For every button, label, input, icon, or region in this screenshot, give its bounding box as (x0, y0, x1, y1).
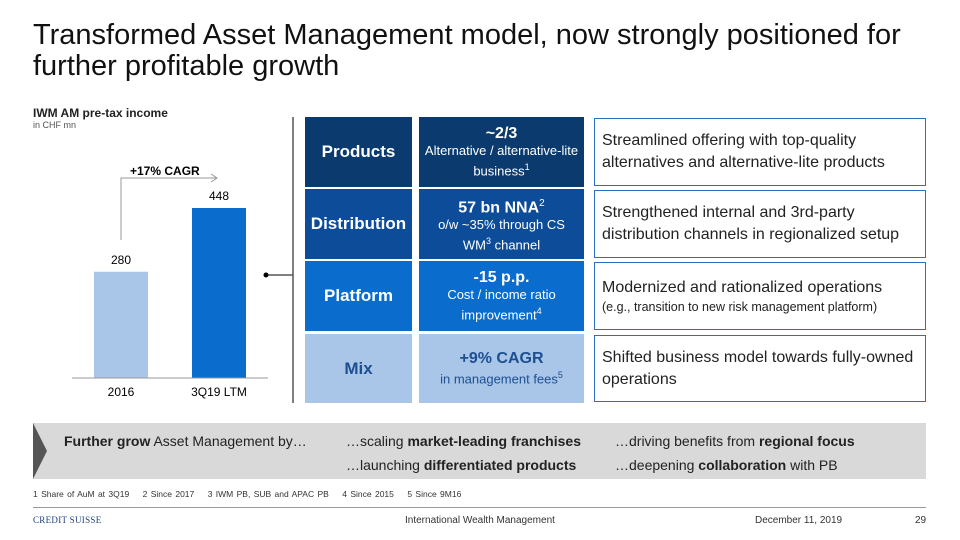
bar-3q19-ltm (192, 208, 246, 378)
cagr-label: +17% CAGR (130, 164, 200, 178)
bar-2016 (94, 271, 148, 378)
row-description: Modernized and rationalized operations (e… (594, 262, 926, 330)
row-metric: +9% CAGR in management fees5 (419, 334, 584, 403)
x-tick-label: 2016 (108, 385, 135, 399)
chevron-icon (33, 423, 47, 479)
row-label-distribution: Distribution (305, 189, 412, 259)
banner-item: …scaling market-leading franchises (346, 433, 581, 449)
chart-title: IWM AM pre-tax income (33, 106, 168, 120)
x-tick-label: 3Q19 LTM (191, 385, 247, 399)
row-metric: ~2/3 Alternative / alternative-lite busin… (419, 117, 584, 187)
cagr-arrow (120, 177, 217, 240)
bar-chart: 280 2016 448 3Q19 LTM +17% CAGR (72, 117, 294, 403)
footer-divider (33, 507, 926, 508)
footer-center: International Wealth Management (405, 515, 555, 526)
banner-item: …launching differentiated products (346, 457, 577, 473)
banner-lead: Further grow Asset Management by… (64, 433, 307, 449)
row-label-platform: Platform (305, 261, 412, 331)
slide-title: Transformed Asset Management model, now … (33, 19, 901, 82)
footer-date: December 11, 2019 (755, 515, 843, 526)
credit-suisse-logo: CREDIT SUISSE (33, 515, 102, 525)
row-label-mix: Mix (305, 334, 412, 403)
row-metric: 57 bn NNA2 o/w ~35% through CS WM3 channe… (419, 189, 584, 259)
cagr-arrowhead-icon (210, 173, 218, 183)
strategy-banner (33, 423, 926, 479)
row-metric: -15 p.p. Cost / income ratio improvement4 (419, 261, 584, 331)
banner-item: …driving benefits from regional focus (615, 433, 855, 449)
row-description: Shifted business model towards fully-own… (594, 335, 926, 402)
chart-unit: in CHF mn (33, 120, 77, 130)
page-number: 29 (915, 515, 927, 526)
data-label: 448 (209, 189, 229, 203)
row-label-products: Products (305, 117, 412, 187)
footnotes: 1 Share of AuM at 3Q19 2 Since 2017 3 IW… (33, 489, 462, 499)
data-label: 280 (111, 253, 131, 267)
row-description: Strengthened internal and 3rd-party dist… (594, 190, 926, 258)
row-description: Streamlined offering with top-quality al… (594, 118, 926, 186)
banner-item: …deepening collaboration with PB (615, 457, 838, 473)
